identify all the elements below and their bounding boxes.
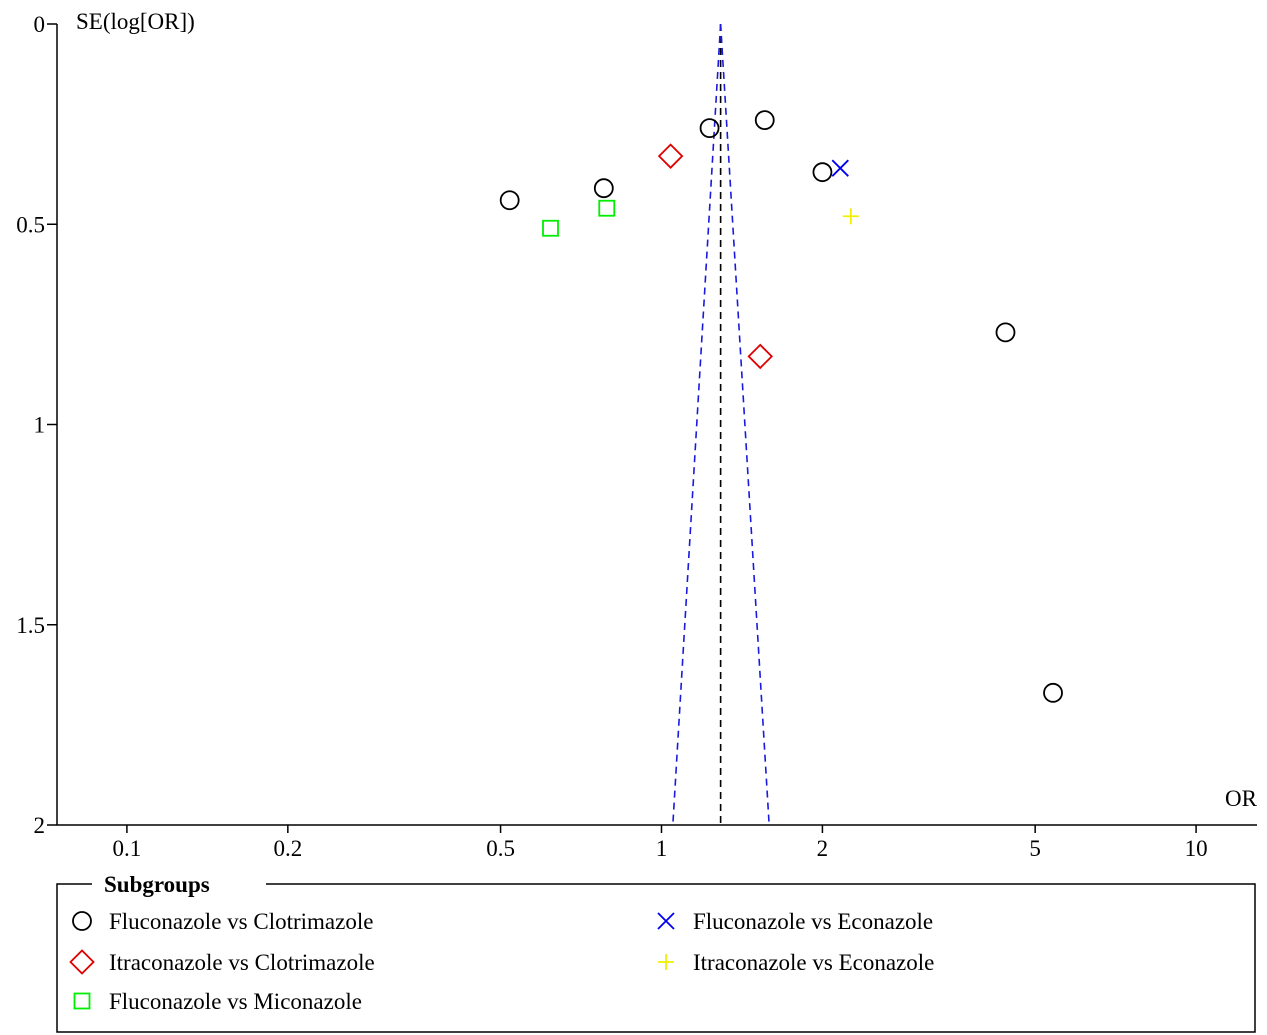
legend-label: Fluconazole vs Miconazole <box>109 989 362 1014</box>
x-tick-label: 10 <box>1185 836 1208 861</box>
data-point-circle <box>812 162 833 183</box>
data-point-square <box>542 219 559 237</box>
funnel-left-limit <box>672 23 722 826</box>
legend-marker-diamond <box>69 949 95 975</box>
legend-marker-x <box>657 912 675 930</box>
legend-label: Itraconazole vs Clotrimazole <box>109 950 375 975</box>
data-point-circle <box>699 118 720 139</box>
data-point-square <box>598 199 616 217</box>
data-point-circle <box>499 190 520 211</box>
legend: Subgroups Fluconazole vs Clotrimazole Itr… <box>56 872 1256 1033</box>
data-point-plus <box>842 208 859 225</box>
data-point-diamond <box>657 143 684 169</box>
data-point-x <box>831 159 849 177</box>
legend-marker-circle <box>72 911 92 931</box>
axes: SE(log[OR]) OR <box>56 9 1258 826</box>
x-tick-label: 0.5 <box>486 836 515 861</box>
y-tick-label: 2 <box>34 813 46 838</box>
legend-label: Fluconazole vs Econazole <box>693 909 933 934</box>
x-ticks: 0.1 0.2 0.5 1 2 5 10 <box>113 825 1208 861</box>
x-tick-label: 0.2 <box>273 836 302 861</box>
y-tick-label: 1 <box>34 413 46 438</box>
data-point-circle <box>754 110 775 131</box>
markers <box>499 110 1063 703</box>
legend-box <box>56 883 1256 1033</box>
data-point-circle <box>1043 682 1063 703</box>
legend-marker-square <box>73 992 91 1010</box>
legend-label: Fluconazole vs Clotrimazole <box>109 909 373 934</box>
funnel-right-limit <box>719 23 770 826</box>
y-ticks: 0 0.5 1 1.5 2 <box>16 12 57 838</box>
data-point-circle <box>995 322 1016 343</box>
y-tick-label: 0 <box>34 12 46 37</box>
legend-items: Fluconazole vs Clotrimazole Itraconazole … <box>69 909 934 1014</box>
y-tick-label: 0.5 <box>16 212 45 237</box>
legend-label: Itraconazole vs Econazole <box>693 950 934 975</box>
x-tick-label: 1 <box>656 836 668 861</box>
funnel <box>672 23 770 826</box>
data-point-circle <box>593 178 614 199</box>
y-tick-label: 1.5 <box>16 613 45 638</box>
x-tick-label: 5 <box>1029 836 1041 861</box>
y-axis-label: SE(log[OR]) <box>76 9 195 34</box>
legend-marker-plus <box>658 954 674 970</box>
legend-title: Subgroups <box>104 872 210 897</box>
x-tick-label: 0.1 <box>113 836 142 861</box>
data-point-diamond <box>747 343 774 370</box>
x-tick-label: 2 <box>817 836 829 861</box>
x-axis-label: OR <box>1225 786 1258 811</box>
